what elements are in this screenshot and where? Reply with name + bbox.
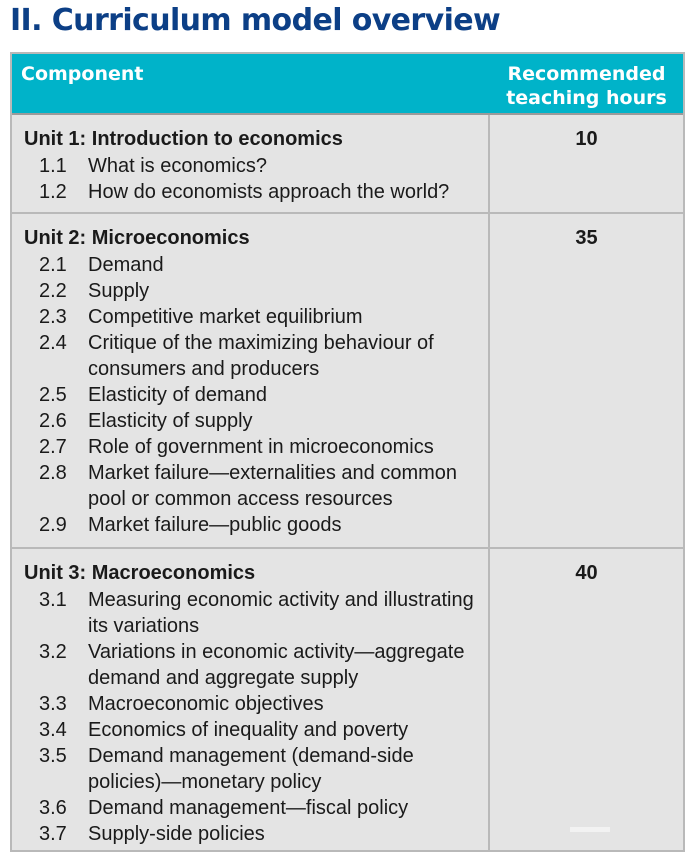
item-number: 3.7: [39, 823, 67, 845]
unit-item: 1.2 How do economists approach the world…: [12, 179, 482, 205]
unit-item: 3.4 Economics of inequality and poverty: [12, 717, 482, 743]
unit-title: Unit 3: Macroeconomics: [24, 562, 256, 584]
item-number: 3.4: [39, 719, 67, 741]
header-hours-line1: Recommended: [507, 63, 666, 85]
item-label: Market failure—externalities and common …: [88, 462, 458, 510]
unit-item: 3.1 Measuring economic activity and illu…: [12, 587, 482, 639]
item-label: Critique of the maximizing behaviour of …: [88, 332, 434, 380]
item-label: What is economics?: [88, 155, 267, 177]
unit-item: 2.9 Market failure—public goods: [12, 512, 482, 538]
curriculum-table: Component Recommended teaching hours Uni…: [10, 52, 685, 852]
item-number: 2.2: [39, 280, 67, 302]
unit-item: 3.7 Supply-side policies: [12, 821, 482, 847]
item-number: 2.7: [39, 436, 67, 458]
item-label: Supply-side policies: [88, 823, 265, 845]
unit-item-list: 3.1 Measuring economic activity and illu…: [12, 587, 482, 847]
unit-item: 2.2 Supply: [12, 278, 482, 304]
watermark-fragment: [570, 827, 610, 832]
item-number: 1.1: [39, 155, 67, 177]
item-label: Elasticity of demand: [88, 384, 267, 406]
unit-item: 2.6 Elasticity of supply: [12, 408, 482, 434]
unit-item: 2.5 Elasticity of demand: [12, 382, 482, 408]
unit-item: 2.3 Competitive market equilibrium: [12, 304, 482, 330]
unit-item: 2.1 Demand: [12, 252, 482, 278]
item-label: Demand management—fiscal policy: [88, 797, 409, 819]
header-hours-line2: teaching hours: [506, 87, 667, 109]
unit-item-list: 1.1 What is economics? 1.2 How do econom…: [12, 153, 482, 205]
unit-hours: 40: [575, 562, 598, 584]
unit-title: Unit 1: Introduction to economics: [24, 128, 343, 150]
unit-row-1: Unit 1: Introduction to economics 10 1.1…: [12, 115, 683, 214]
item-number: 2.6: [39, 410, 67, 432]
item-number: 2.8: [39, 462, 67, 484]
unit-item: 3.6 Demand management—fiscal policy: [12, 795, 482, 821]
item-label: Role of government in microeconomics: [88, 436, 434, 458]
unit-row-3: Unit 3: Macroeconomics 40 3.1 Measuring …: [12, 549, 683, 850]
item-number: 2.9: [39, 514, 67, 536]
column-divider: [488, 54, 490, 850]
header-component: Component: [21, 63, 144, 85]
item-label: Competitive market equilibrium: [88, 306, 363, 328]
unit-row-2: Unit 2: Microeconomics 35 2.1 Demand 2.2…: [12, 214, 683, 549]
item-number: 3.3: [39, 693, 67, 715]
item-label: Elasticity of supply: [88, 410, 253, 432]
item-label: Variations in economic activity—aggregat…: [88, 641, 465, 689]
item-label: Market failure—public goods: [88, 514, 342, 536]
item-number: 3.6: [39, 797, 67, 819]
item-number: 1.2: [39, 181, 67, 203]
item-label: Measuring economic activity and illustra…: [88, 589, 474, 637]
unit-item: 3.2 Variations in economic activity—aggr…: [12, 639, 482, 691]
unit-hours: 10: [575, 128, 598, 150]
unit-item: 2.8 Market failure—externalities and com…: [12, 460, 482, 512]
unit-item: 2.7 Role of government in microeconomics: [12, 434, 482, 460]
item-number: 3.5: [39, 745, 67, 767]
item-label: Demand: [88, 254, 164, 276]
page-title: II. Curriculum model overview: [10, 3, 501, 38]
unit-item-list: 2.1 Demand 2.2 Supply 2.3 Competitive ma…: [12, 252, 482, 538]
item-label: How do economists approach the world?: [88, 181, 450, 203]
table-header-row: Component Recommended teaching hours: [12, 54, 683, 115]
item-number: 2.1: [39, 254, 67, 276]
item-label: Macroeconomic objectives: [88, 693, 324, 715]
unit-item: 3.3 Macroeconomic objectives: [12, 691, 482, 717]
item-label: Supply: [88, 280, 150, 302]
item-number: 2.4: [39, 332, 67, 354]
item-number: 2.3: [39, 306, 67, 328]
unit-title: Unit 2: Microeconomics: [24, 227, 250, 249]
item-label: Economics of inequality and poverty: [88, 719, 409, 741]
item-number: 2.5: [39, 384, 67, 406]
unit-item: 3.5 Demand management (demand-side polic…: [12, 743, 482, 795]
unit-hours: 35: [575, 227, 598, 249]
unit-item: 1.1 What is economics?: [12, 153, 482, 179]
item-number: 3.2: [39, 641, 67, 663]
unit-item: 2.4 Critique of the maximizing behaviour…: [12, 330, 482, 382]
header-recommended-hours: Recommended teaching hours: [490, 62, 683, 110]
item-label: Demand management (demand-side policies)…: [88, 745, 414, 793]
item-number: 3.1: [39, 589, 67, 611]
